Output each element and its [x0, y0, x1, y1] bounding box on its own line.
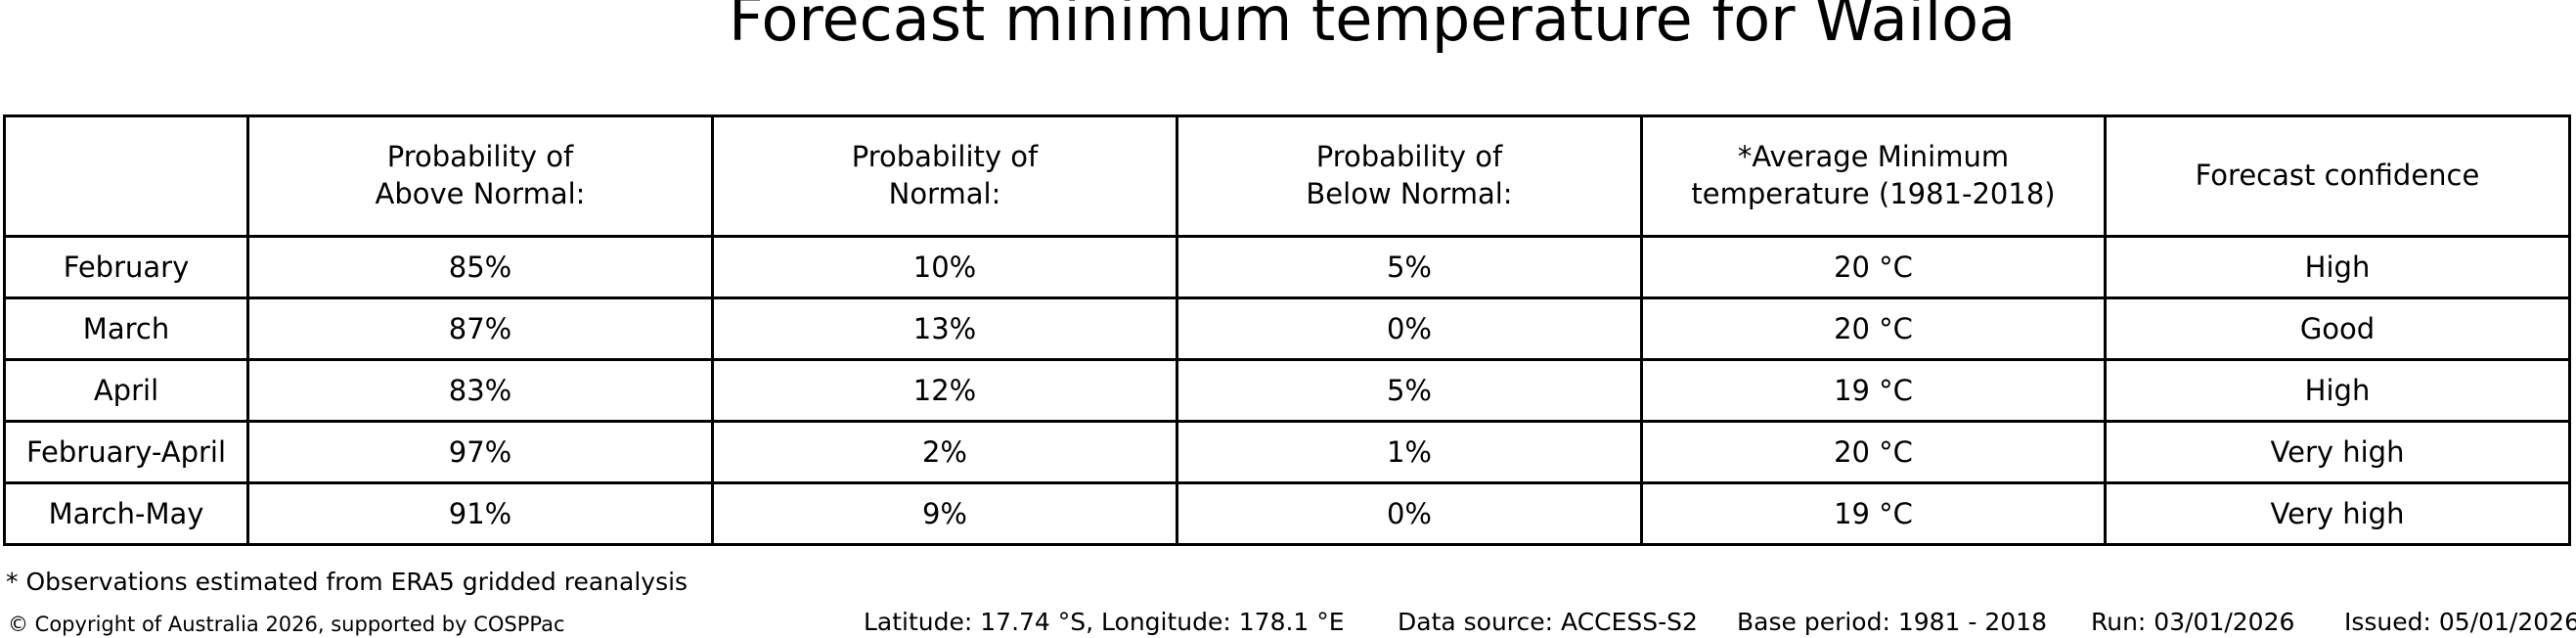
cell-below-normal: 1%	[1176, 420, 1643, 484]
cell-normal: 9%	[711, 481, 1178, 546]
cell-average-minimum: 20 °C	[1640, 235, 2107, 299]
observations-footnote: * Observations estimated from ERA5 gridd…	[6, 568, 688, 596]
row-label: February	[3, 235, 249, 299]
row-label: April	[3, 358, 249, 423]
cell-above-normal: 91%	[246, 481, 714, 546]
cell-average-minimum: 19 °C	[1640, 358, 2107, 423]
cell-below-normal: 5%	[1176, 235, 1643, 299]
cell-normal: 2%	[711, 420, 1178, 484]
cell-average-minimum: 20 °C	[1640, 420, 2107, 484]
cell-confidence: Very high	[2104, 481, 2571, 546]
column-header-forecast-confidence: Forecast confidence	[2104, 114, 2571, 238]
cell-above-normal: 85%	[246, 235, 714, 299]
location-text: Latitude: 17.74 °S, Longitude: 178.1 °E	[864, 608, 1345, 636]
table-row-march-may: March-May 91% 9% 0% 19 °C Very high	[3, 481, 2571, 546]
footer-metadata-row: © Copyright of Australia 2026, supported…	[0, 603, 2576, 638]
cell-confidence: Good	[2104, 296, 2571, 361]
run-date-text: Run: 03/01/2026	[2091, 608, 2295, 636]
row-label: February-April	[3, 420, 249, 484]
cell-above-normal: 97%	[246, 420, 714, 484]
table-row-february: February 85% 10% 5% 20 °C High	[3, 235, 2571, 299]
table-row-april: April 83% 12% 5% 19 °C High	[3, 358, 2571, 423]
cell-average-minimum: 19 °C	[1640, 481, 2107, 546]
column-header-above-normal: Probability of Above Normal:	[246, 114, 714, 238]
cell-below-normal: 5%	[1176, 358, 1643, 423]
cell-confidence: Very high	[2104, 420, 2571, 484]
base-period-text: Base period: 1981 - 2018	[1737, 608, 2047, 636]
issued-date-text: Issued: 05/01/2026	[2344, 608, 2576, 636]
cell-above-normal: 83%	[246, 358, 714, 423]
column-header-normal: Probability of Normal:	[711, 114, 1178, 238]
data-source-text: Data source: ACCESS-S2	[1398, 608, 1698, 636]
cell-average-minimum: 20 °C	[1640, 296, 2107, 361]
row-label: March-May	[3, 481, 249, 546]
cell-normal: 13%	[711, 296, 1178, 361]
forecast-table: Probability of Above Normal: Probability…	[3, 114, 2571, 546]
cell-above-normal: 87%	[246, 296, 714, 361]
cell-normal: 10%	[711, 235, 1178, 299]
table-header-row: Probability of Above Normal: Probability…	[3, 114, 2571, 238]
copyright-text: © Copyright of Australia 2026, supported…	[8, 613, 565, 636]
cell-confidence: High	[2104, 358, 2571, 423]
cell-below-normal: 0%	[1176, 296, 1643, 361]
column-header-below-normal: Probability of Below Normal:	[1176, 114, 1643, 238]
cell-below-normal: 0%	[1176, 481, 1643, 546]
cell-confidence: High	[2104, 235, 2571, 299]
cell-normal: 12%	[711, 358, 1178, 423]
column-header-average-minimum: *Average Minimum temperature (1981-2018)	[1640, 114, 2107, 238]
row-label: March	[3, 296, 249, 361]
table-corner-blank	[3, 114, 249, 238]
table-row-february-april: February-April 97% 2% 1% 20 °C Very high	[3, 420, 2571, 484]
table-row-march: March 87% 13% 0% 20 °C Good	[3, 296, 2571, 361]
page-title: Forecast minimum temperature for Wailoa	[729, 0, 2017, 55]
